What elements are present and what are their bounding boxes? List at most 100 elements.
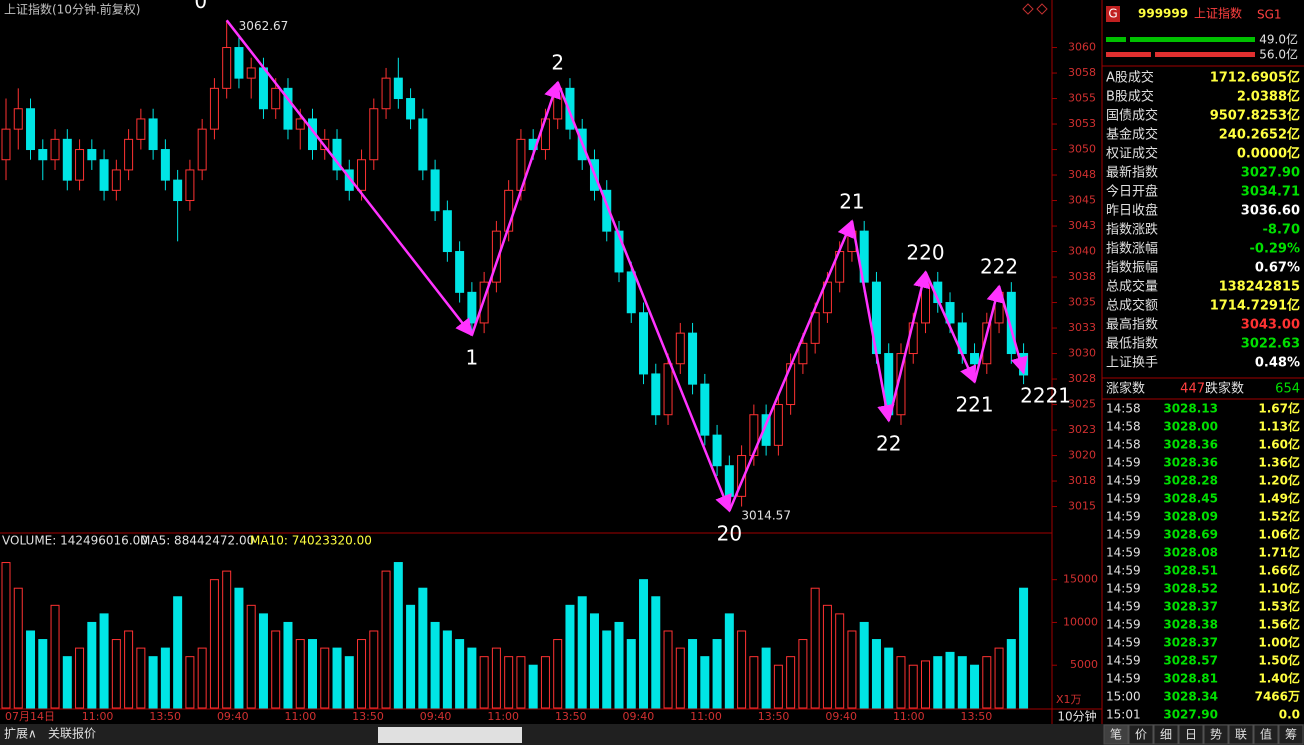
trade-volume: 1.10亿 (1258, 581, 1300, 596)
flow-bar (1130, 37, 1255, 42)
tab-label[interactable]: 日 (1185, 728, 1197, 742)
y-tick-label: 3015 (1068, 500, 1096, 513)
zigzag-segment (997, 285, 1028, 375)
volume-bar (540, 656, 550, 709)
footer-button[interactable]: 关联报价 (48, 726, 96, 741)
trade-volume: 1.06亿 (1258, 527, 1300, 542)
candle-body (369, 108, 379, 161)
tab[interactable] (1153, 724, 1179, 745)
stat-value: 3034.71 (1241, 185, 1300, 200)
tab[interactable] (1178, 724, 1204, 745)
volume-unit: X1万 (1056, 693, 1082, 706)
zigzag-segment (728, 219, 854, 512)
candle-body (124, 138, 134, 171)
zigzag-label: 22 (876, 431, 901, 455)
breadth: 涨家数 (1106, 381, 1145, 397)
candle-body (724, 465, 734, 497)
volume-bar (933, 656, 943, 709)
toolbar[interactable] (378, 727, 522, 743)
zigzag-label: 21 (839, 189, 864, 213)
volume-bar (26, 630, 36, 709)
tab[interactable] (1203, 724, 1229, 745)
stat-value: 240.2652亿 (1219, 127, 1300, 143)
tab[interactable] (1278, 724, 1304, 745)
footer (0, 724, 1304, 745)
y-tick-label: 3058 (1068, 66, 1096, 79)
candle-body (197, 128, 207, 171)
candle-body (565, 87, 575, 130)
volume-bar (700, 656, 710, 709)
flow-bar (1106, 52, 1151, 57)
stat-value: 0.0000亿 (1237, 146, 1300, 162)
stat-value: 138242815 (1219, 280, 1300, 295)
candle-body (491, 230, 501, 283)
tab-label[interactable]: 筹 (1285, 728, 1297, 742)
code: 999999 (1138, 7, 1188, 21)
trade-price: 3028.57 (1163, 654, 1218, 668)
trade-volume: 1.56亿 (1258, 617, 1300, 632)
zigzag-label: 20 (717, 521, 742, 545)
candle-body (99, 159, 109, 191)
trade-time: 14:58 (1106, 438, 1141, 452)
trade-volume: 0.0 (1279, 708, 1300, 722)
trade-time: 14:58 (1106, 402, 1141, 416)
tab[interactable] (1228, 724, 1254, 745)
tab-label[interactable]: 势 (1210, 728, 1222, 742)
icon[interactable] (1036, 3, 1048, 15)
candle-body (185, 169, 195, 202)
trade-price: 3028.52 (1163, 582, 1218, 596)
candle-body (246, 67, 256, 79)
candle-body (50, 138, 60, 161)
candle-body (455, 251, 465, 293)
trade-time: 15:01 (1106, 708, 1141, 722)
trade-price: 3028.45 (1163, 492, 1218, 506)
volume-bar (62, 656, 72, 709)
volume-bar (712, 639, 722, 709)
volume-bar (442, 630, 452, 709)
candle-body (712, 434, 722, 467)
trade-time: 14:59 (1106, 600, 1141, 614)
stat-value: 9507.8253亿 (1210, 108, 1300, 124)
y-tick-label: 3033 (1068, 321, 1096, 334)
candle-body (982, 322, 992, 365)
tag: SG1 (1257, 8, 1282, 22)
candle-body (430, 169, 440, 212)
stat-label: 最低指数 (1106, 337, 1158, 352)
tab[interactable] (1253, 724, 1279, 745)
flow-bar (1106, 37, 1126, 42)
stat-label: 指数振幅 (1106, 261, 1158, 276)
trade-price: 3028.09 (1163, 510, 1218, 524)
trade-price: 3027.90 (1163, 708, 1218, 722)
volume-bar (222, 570, 232, 709)
candle-body (111, 169, 121, 191)
icon: G (1108, 7, 1117, 21)
volume-bar (896, 656, 906, 709)
trade-volume: 1.53亿 (1258, 599, 1300, 614)
low-label: 3014.57 (741, 508, 791, 522)
tab-label[interactable]: 值 (1260, 727, 1272, 742)
candle-body (1, 128, 11, 161)
tab-label[interactable]: 笔 (1110, 727, 1122, 742)
candle-body (234, 47, 244, 79)
trade-price: 3028.51 (1163, 564, 1218, 578)
zigzag-segment (924, 271, 977, 384)
x-tick-label: 07月14日 (5, 710, 55, 723)
trade-time: 14:59 (1106, 672, 1141, 686)
tab[interactable] (1128, 724, 1154, 745)
tab-label[interactable]: 联 (1235, 728, 1247, 742)
zigzag-segment (556, 81, 732, 513)
breadth: 654 (1275, 382, 1300, 397)
footer-button[interactable]: 扩展∧ (4, 727, 37, 741)
tab-label[interactable]: 价 (1135, 728, 1147, 742)
candle-body (675, 332, 685, 365)
stat-value: 3043.00 (1241, 318, 1300, 333)
x-tick-label: 13:50 (352, 710, 384, 723)
volume-bar (773, 664, 783, 709)
zigzag-label: 222 (980, 255, 1018, 279)
y-tick-label: 3028 (1068, 372, 1096, 385)
icon[interactable] (1022, 3, 1034, 15)
name: 上证指数 (1194, 6, 1242, 21)
tab-label[interactable]: 细 (1160, 728, 1172, 742)
tab[interactable] (1103, 724, 1129, 745)
x-tick-label: 11:00 (285, 710, 317, 723)
